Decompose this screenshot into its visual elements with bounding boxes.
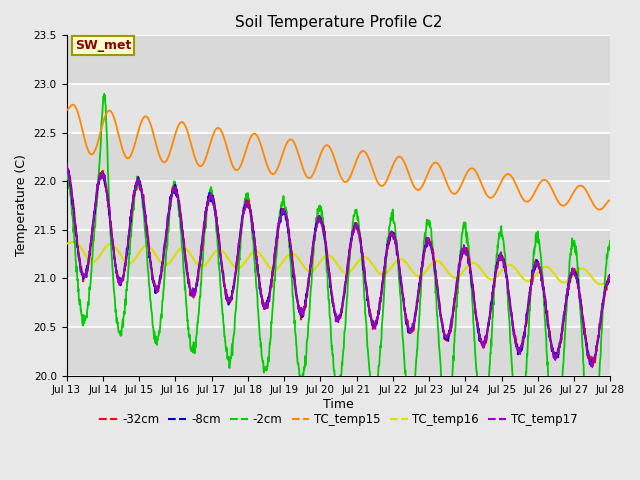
Bar <box>67 84 611 132</box>
Text: SW_met: SW_met <box>75 39 131 52</box>
Bar <box>67 36 611 84</box>
Y-axis label: Temperature (C): Temperature (C) <box>15 155 28 256</box>
X-axis label: Time: Time <box>323 398 354 411</box>
Bar <box>67 132 611 181</box>
Bar <box>67 278 611 327</box>
Title: Soil Temperature Profile C2: Soil Temperature Profile C2 <box>235 15 442 30</box>
Bar <box>67 327 611 375</box>
Bar <box>67 181 611 230</box>
Legend: -32cm, -8cm, -2cm, TC_temp15, TC_temp16, TC_temp17: -32cm, -8cm, -2cm, TC_temp15, TC_temp16,… <box>95 408 582 431</box>
Bar <box>67 230 611 278</box>
